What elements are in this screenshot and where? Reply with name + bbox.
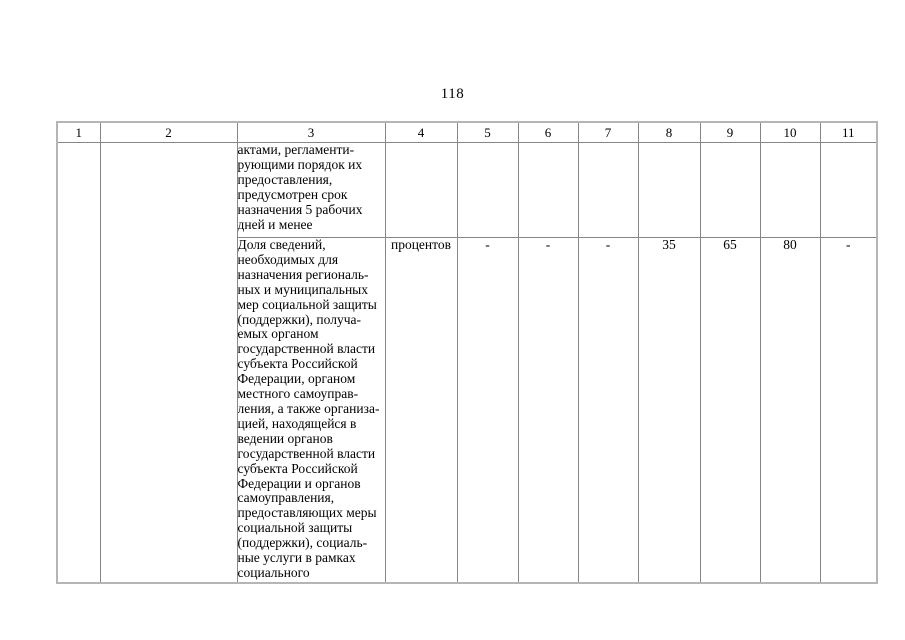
value-cell [637,142,701,238]
indicator-continuation-cell: актами, регламенти- рующими порядок их п… [236,142,386,238]
page-number: 118 [440,86,465,102]
header-cell-7: 7 [577,121,639,143]
header-cell-4: 4 [384,121,458,143]
header-cell-6: 6 [517,121,579,143]
value-cell [819,142,878,238]
table-header-row: 1 2 3 4 5 6 7 8 9 10 11 [56,121,878,143]
unit-cell [384,142,458,238]
table-row: актами, регламенти- рующими порядок их п… [56,142,878,584]
value-cell: - [456,237,519,584]
header-cell-5: 5 [456,121,519,143]
value-cell: 65 [699,237,761,584]
number-cell-empty [56,142,101,584]
value-cell [577,142,639,238]
indicators-table: 1 2 3 4 5 6 7 8 9 10 11 актами, регламен… [56,121,878,584]
header-cell-11: 11 [819,121,878,143]
value-cell: 80 [759,237,821,584]
value-cell: 35 [637,237,701,584]
header-cell-1: 1 [56,121,101,143]
value-cell: - [819,237,878,584]
table-row: Доля сведений, необходимых для назначени… [57,237,878,584]
value-cell: - [517,237,579,584]
header-cell-2: 2 [99,121,238,143]
unit-cell: процентов [384,237,458,584]
header-cell-10: 10 [759,121,821,143]
name-cell-empty [99,142,238,584]
value-cell [456,142,519,238]
value-cell [699,142,761,238]
indicator-name-cell: Доля сведений, необходимых для назначени… [236,237,386,584]
header-cell-9: 9 [699,121,761,143]
header-cell-3: 3 [236,121,386,143]
value-cell: - [577,237,639,584]
header-cell-8: 8 [637,121,701,143]
value-cell [759,142,821,238]
value-cell [517,142,579,238]
